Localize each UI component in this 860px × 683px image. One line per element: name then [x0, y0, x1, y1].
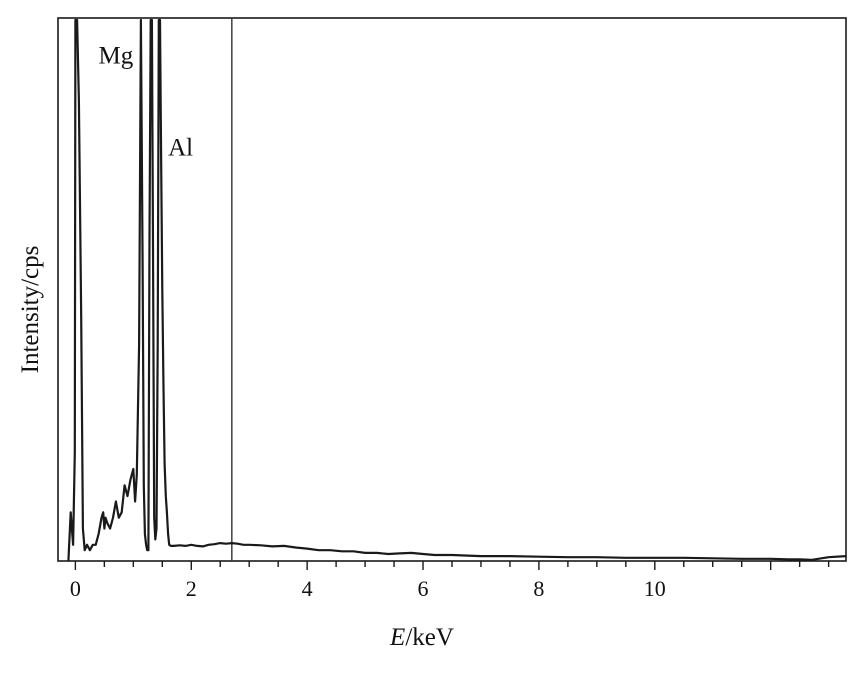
x-axis-label-unit: /keV: [405, 624, 454, 651]
x-tick-label: 0: [70, 576, 81, 601]
x-tick-label: 4: [302, 576, 313, 601]
plot-axes: [57, 17, 847, 562]
peak-label: Al: [168, 134, 193, 161]
spectrum-series-line: [67, 18, 846, 561]
plot-frame: [57, 17, 847, 562]
x-axis-label: E/keV: [389, 624, 454, 651]
chart-labels: E/keV Intensity/cps Mg Al: [17, 42, 454, 651]
x-axis-ticks: 0 2 4 6 8 10: [70, 561, 830, 601]
x-tick-label: 2: [186, 576, 197, 601]
x-tick-label: 8: [533, 576, 544, 601]
peak-label: Mg: [99, 42, 134, 69]
plot-marks: [67, 18, 846, 561]
x-tick-label: 6: [418, 576, 429, 601]
y-axis-label: Intensity/cps: [17, 246, 44, 374]
x-tick-label: 10: [644, 576, 666, 601]
x-axis-label-symbol: E: [389, 624, 405, 651]
